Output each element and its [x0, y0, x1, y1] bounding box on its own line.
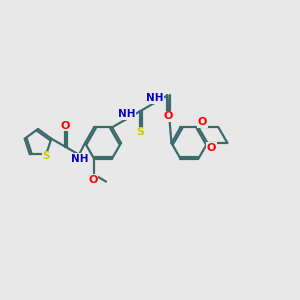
Text: NH: NH: [146, 93, 163, 103]
Text: NH: NH: [71, 154, 89, 164]
Text: S: S: [43, 151, 50, 161]
Text: S: S: [137, 128, 145, 137]
Text: O: O: [198, 117, 207, 128]
Text: O: O: [207, 143, 216, 153]
Text: NH: NH: [118, 110, 136, 119]
Text: O: O: [61, 121, 70, 131]
Text: O: O: [164, 111, 173, 122]
Text: O: O: [88, 175, 98, 184]
